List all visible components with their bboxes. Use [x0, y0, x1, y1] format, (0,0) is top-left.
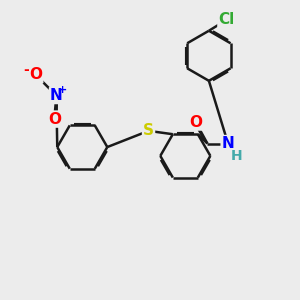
Text: S: S — [143, 123, 154, 138]
Text: N: N — [222, 136, 234, 151]
Text: O: O — [29, 68, 42, 82]
Text: N: N — [50, 88, 63, 103]
Text: O: O — [189, 115, 202, 130]
Text: Cl: Cl — [218, 12, 235, 27]
Text: H: H — [231, 149, 243, 164]
Text: O: O — [48, 112, 61, 127]
Text: +: + — [58, 85, 68, 94]
Text: -: - — [23, 63, 29, 76]
